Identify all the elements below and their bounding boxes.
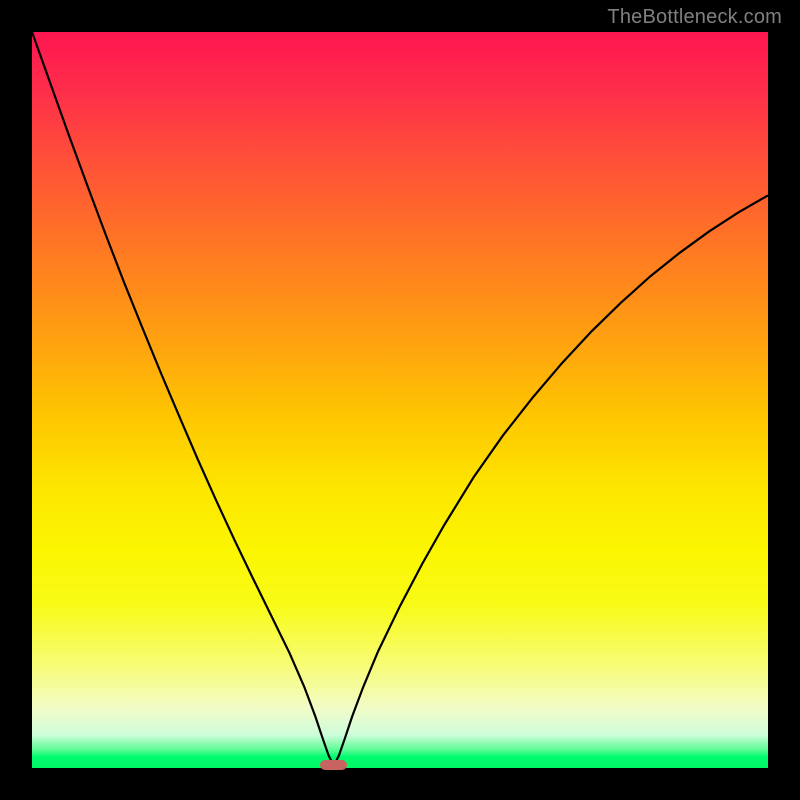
bottleneck-curve — [32, 32, 768, 768]
optimum-marker — [320, 760, 347, 770]
chart-plot-area — [32, 32, 768, 768]
watermark-text: TheBottleneck.com — [607, 6, 782, 29]
curve-path — [32, 32, 768, 766]
